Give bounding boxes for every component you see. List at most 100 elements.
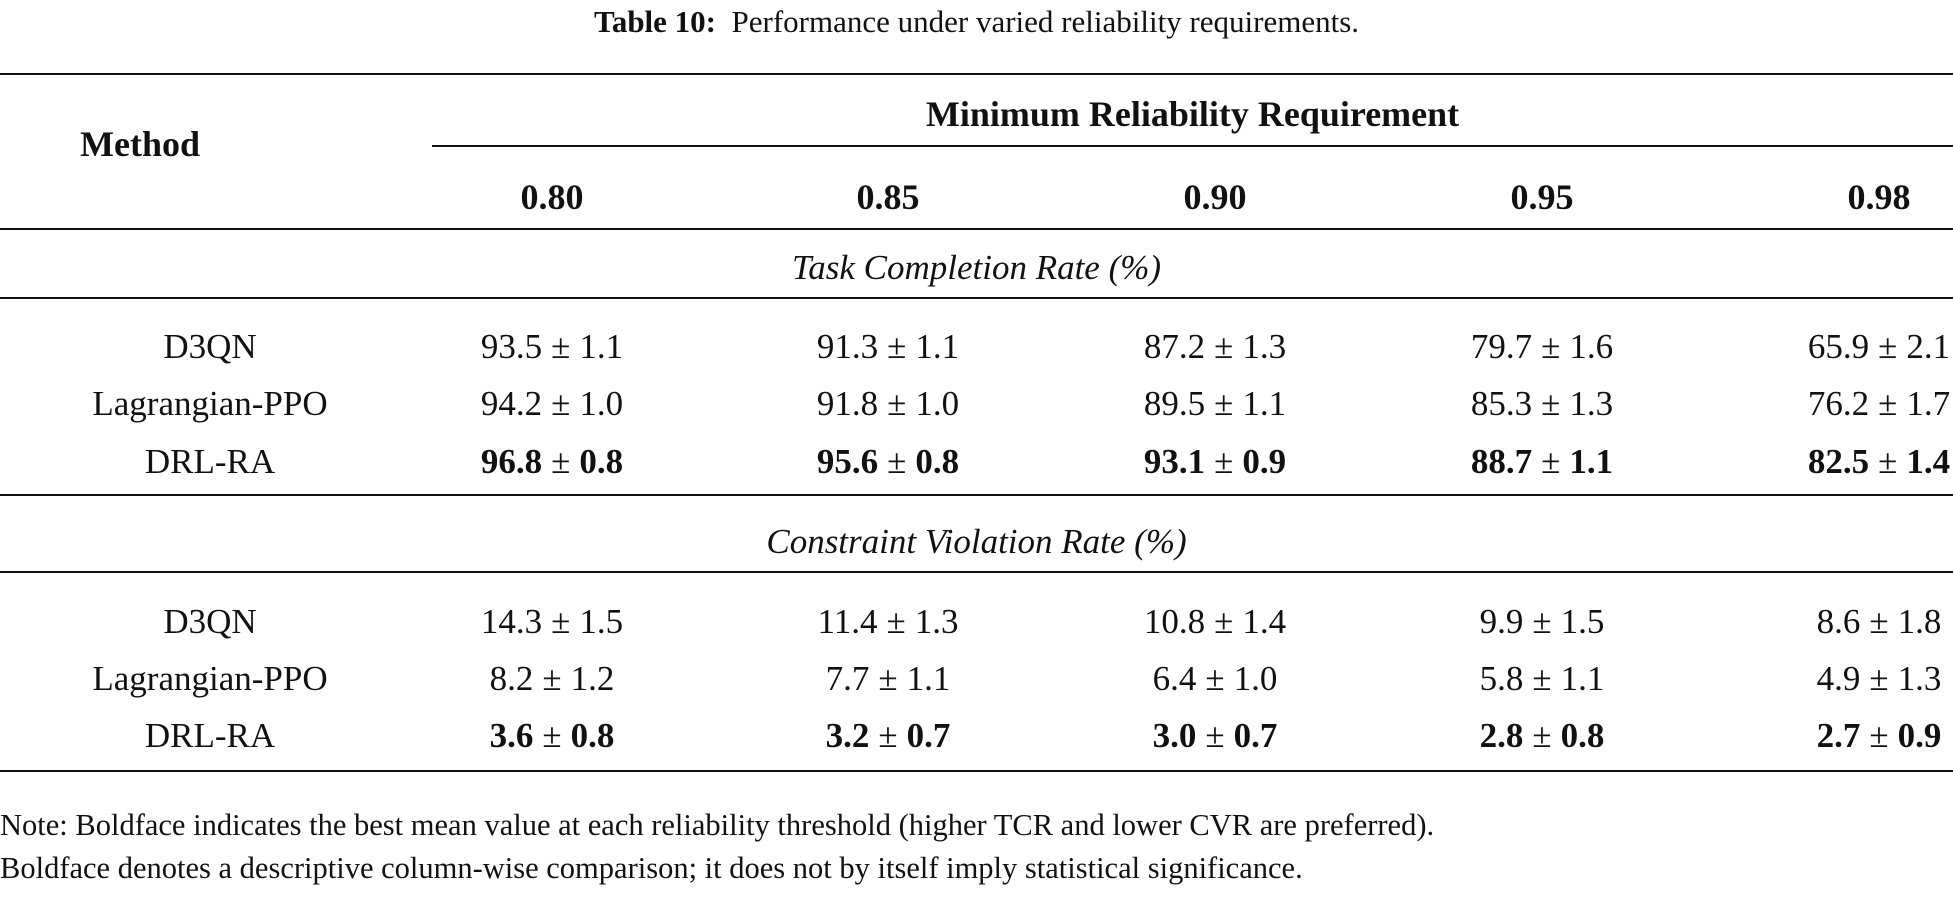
section-rule-cvr (0, 571, 1953, 573)
cell-mean: 87.2 (1143, 327, 1206, 366)
cell-sd: 1.3 (1569, 384, 1614, 423)
table-cell: 96.8 ±0.8 (481, 440, 623, 484)
plus-minus-symbol: ± (551, 602, 571, 641)
cell-mean: 93.1 (1143, 442, 1206, 481)
table-cell: 2.7 ±0.9 (1817, 714, 1942, 758)
method-label-d3qn: D3QN (163, 327, 257, 366)
col-header-2: 0.90 (1183, 177, 1247, 217)
table-cell: 93.5 ±1.1 (481, 325, 623, 369)
plus-minus-symbol: ± (886, 602, 906, 641)
caption-text: Performance under varied reliability req… (731, 4, 1360, 39)
cell-sd: 1.1 (1242, 384, 1287, 423)
table-cell: 89.5 ±1.1 (1144, 382, 1286, 426)
table-cell: 91.3 ±1.1 (817, 325, 959, 369)
section-divider (0, 494, 1953, 496)
table-cell: 4.9 ±1.3 (1817, 657, 1942, 701)
cell-sd: 1.3 (914, 602, 959, 641)
table-cell: 87.2 ±1.3 (1144, 325, 1286, 369)
table-cell: 95.6 ±0.8 (817, 440, 959, 484)
cell-sd: 1.5 (1560, 602, 1605, 641)
table-cell: 10.8 ±1.4 (1144, 600, 1286, 644)
cell-mean: 8.6 (1816, 602, 1861, 641)
cell-sd: 1.6 (1569, 327, 1614, 366)
table-cell: 14.3 ±1.5 (481, 600, 623, 644)
method-label-lagrangian-ppo: Lagrangian-PPO (92, 659, 328, 698)
plus-minus-symbol: ± (887, 442, 907, 481)
plus-minus-symbol: ± (1205, 716, 1225, 755)
table-cell: 79.7 ±1.6 (1471, 325, 1613, 369)
cell-sd: 1.1 (915, 327, 960, 366)
plus-minus-symbol: ± (1214, 442, 1234, 481)
plus-minus-symbol: ± (551, 442, 571, 481)
table-cell: 91.8 ±1.0 (817, 382, 959, 426)
col-header-4: 0.98 (1847, 177, 1911, 217)
cell-mean: 79.7 (1470, 327, 1533, 366)
cell-sd: 2.1 (1906, 327, 1951, 366)
bottom-rule (0, 770, 1953, 772)
cell-sd: 1.1 (1569, 442, 1614, 481)
cell-mean: 3.6 (489, 716, 534, 755)
table-cell: 7.7 ±1.1 (826, 657, 951, 701)
method-label-d3qn: D3QN (163, 602, 257, 641)
cell-sd: 1.3 (1897, 659, 1942, 698)
cell-mean: 65.9 (1807, 327, 1870, 366)
cell-mean: 94.2 (480, 384, 543, 423)
cell-mean: 82.5 (1807, 442, 1870, 481)
plus-minus-symbol: ± (542, 659, 562, 698)
plus-minus-symbol: ± (1205, 659, 1225, 698)
table-cell: 8.6 ±1.8 (1817, 600, 1942, 644)
table-cell: 85.3 ±1.3 (1471, 382, 1613, 426)
cell-mean: 85.3 (1470, 384, 1533, 423)
table-cell: 9.9 ±1.5 (1480, 600, 1605, 644)
plus-minus-symbol: ± (878, 716, 898, 755)
table-cell: 8.2 ±1.2 (490, 657, 615, 701)
cell-mean: 7.7 (825, 659, 870, 698)
cell-sd: 0.7 (906, 716, 951, 755)
method-label-drl-ra: DRL-RA (144, 442, 276, 481)
plus-minus-symbol: ± (1214, 327, 1234, 366)
section-title-cvr: Constraint Violation Rate (%) (766, 522, 1187, 561)
method-label-lagrangian-ppo: Lagrangian-PPO (92, 384, 328, 423)
cell-sd: 1.0 (915, 384, 960, 423)
section-title-tcr: Task Completion Rate (%) (791, 248, 1162, 287)
plus-minus-symbol: ± (1214, 384, 1234, 423)
cell-sd: 1.5 (579, 602, 624, 641)
col-header-0: 0.80 (520, 177, 584, 217)
table-caption: Table 10: Performance under varied relia… (0, 2, 1953, 42)
plus-minus-symbol: ± (1214, 602, 1234, 641)
plus-minus-symbol: ± (551, 384, 571, 423)
cell-sd: 1.1 (906, 659, 951, 698)
cell-sd: 1.7 (1906, 384, 1951, 423)
cell-mean: 10.8 (1143, 602, 1206, 641)
note-line-1: Note: Boldface indicates the best mean v… (0, 808, 1435, 842)
cell-sd: 1.8 (1897, 602, 1942, 641)
table-cell: 65.9 ±2.1 (1808, 325, 1950, 369)
plus-minus-symbol: ± (1869, 716, 1889, 755)
plus-minus-symbol: ± (1878, 327, 1898, 366)
cell-mean: 96.8 (480, 442, 543, 481)
cell-sd: 1.1 (579, 327, 624, 366)
method-header: Method (80, 124, 200, 164)
note-line-2: Boldface denotes a descriptive column-wi… (0, 851, 1303, 885)
table-cell: 11.4 ±1.3 (818, 600, 959, 644)
plus-minus-symbol: ± (1878, 384, 1898, 423)
cell-mean: 14.3 (480, 602, 543, 641)
plus-minus-symbol: ± (887, 327, 907, 366)
cell-mean: 2.7 (1816, 716, 1861, 755)
cell-mean: 9.9 (1479, 602, 1524, 641)
plus-minus-symbol: ± (887, 384, 907, 423)
cell-mean: 91.3 (816, 327, 879, 366)
cell-sd: 1.1 (1560, 659, 1605, 698)
table-cell: 88.7 ±1.1 (1471, 440, 1613, 484)
table-cell: 93.1 ±0.9 (1144, 440, 1286, 484)
plus-minus-symbol: ± (1541, 442, 1561, 481)
cell-mean: 11.4 (817, 602, 878, 641)
cell-mean: 76.2 (1807, 384, 1870, 423)
cell-mean: 4.9 (1816, 659, 1861, 698)
cell-mean: 5.8 (1479, 659, 1524, 698)
cell-mean: 3.0 (1152, 716, 1197, 755)
cell-sd: 1.0 (579, 384, 624, 423)
table-cell: 3.6 ±0.8 (490, 714, 615, 758)
header-rule (0, 228, 1953, 230)
cell-sd: 0.8 (579, 442, 624, 481)
